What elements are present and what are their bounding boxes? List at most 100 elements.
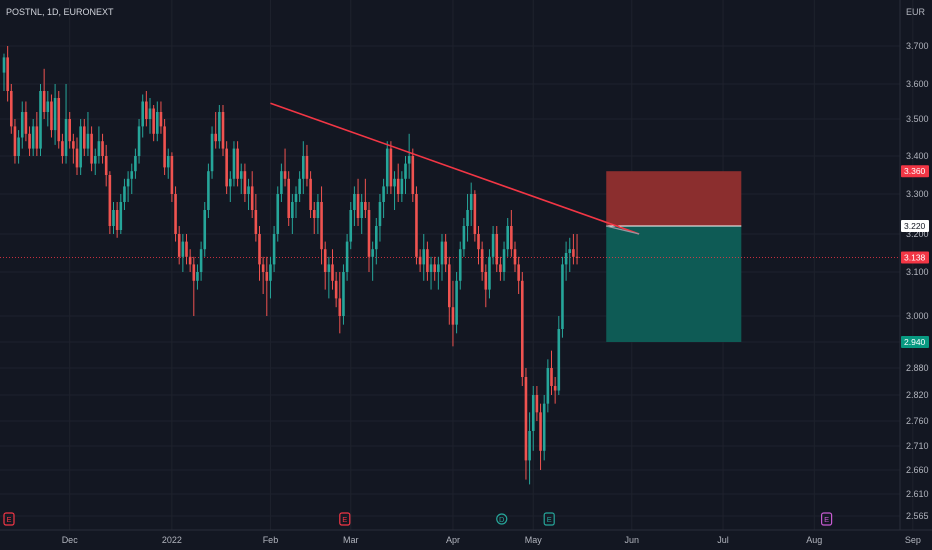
candle [2, 53, 6, 91]
candle [159, 101, 163, 134]
candle-body [418, 256, 422, 265]
candle [225, 141, 228, 194]
candle-body [294, 194, 298, 202]
candle [400, 171, 404, 202]
candle [287, 171, 290, 226]
candle-body [429, 264, 433, 272]
price-tick-label: 3.600 [906, 79, 929, 89]
dividend-event-icon: D [496, 513, 508, 525]
candle [6, 46, 9, 102]
candle [13, 119, 17, 164]
candle [561, 256, 564, 338]
candle-body [35, 126, 39, 149]
candle [218, 105, 221, 149]
candle-body [130, 171, 134, 179]
candle [141, 94, 144, 138]
time-axis[interactable]: Dec 2022 Feb Mar Apr May Jun Jul Aug Sep [62, 535, 921, 545]
earnings-event-icon: E [543, 512, 555, 526]
candle-body [539, 412, 542, 451]
candle-body [334, 280, 338, 299]
candle [353, 186, 356, 226]
resistance-trendline[interactable] [270, 102, 640, 235]
time-tick-label: May [525, 535, 543, 545]
candle-body [495, 234, 499, 265]
candle [302, 141, 305, 194]
candle [185, 234, 188, 265]
candle-body [163, 126, 166, 168]
candle-body [466, 210, 469, 226]
time-tick-label: Apr [446, 535, 460, 545]
candle-body [542, 403, 546, 451]
candle-body [6, 57, 9, 91]
price-tick-label: 3.400 [906, 151, 929, 161]
candle [115, 202, 119, 238]
candle-body [152, 108, 155, 134]
position-zones[interactable] [0, 171, 900, 342]
candle [491, 226, 495, 265]
candle-body [134, 156, 137, 172]
candle-body [166, 156, 170, 168]
candle-body [137, 126, 141, 156]
candle-body [61, 141, 64, 156]
candle-body [39, 91, 42, 149]
price-axis[interactable]: 3.700 3.600 3.500 3.400 3.300 3.200 3.100 3.000… [906, 41, 929, 521]
candle [170, 152, 174, 202]
candle [24, 101, 28, 142]
candle [433, 256, 436, 281]
candle [513, 241, 517, 272]
candle [50, 94, 53, 138]
time-tick-label: Feb [263, 535, 279, 545]
price-label-text: 2.940 [904, 337, 926, 347]
candle [126, 171, 130, 202]
candle-body [415, 194, 418, 257]
candle-body [42, 91, 46, 112]
candle-body [375, 226, 378, 250]
event-marker-letter: D [499, 515, 505, 524]
candle-body [50, 101, 53, 131]
candle [458, 241, 462, 290]
candle [422, 234, 426, 281]
stop-loss-zone[interactable] [606, 171, 742, 226]
candle-body [185, 241, 188, 257]
candle [323, 241, 327, 290]
drawings[interactable] [270, 102, 640, 235]
candle-body [535, 395, 539, 413]
candle [20, 101, 24, 149]
price-tick-label: 2.710 [906, 441, 929, 451]
candle-body [90, 133, 93, 164]
entry-price-label: 3.220 [901, 220, 929, 232]
candle-body [232, 148, 236, 179]
candle-body [247, 186, 250, 194]
candle [166, 148, 170, 179]
candle [229, 171, 232, 202]
candle [192, 256, 196, 316]
candle-body [458, 249, 462, 281]
candle-body [28, 133, 31, 149]
candle [444, 234, 447, 272]
candle-body [404, 163, 407, 179]
candle-body [448, 264, 451, 308]
candle [269, 256, 272, 299]
candle [360, 194, 363, 234]
take-profit-zone[interactable] [606, 226, 742, 342]
candle [371, 241, 374, 281]
candle [239, 163, 243, 194]
candle-body [499, 264, 502, 272]
earnings-event-icon: E [820, 512, 833, 526]
candle-body [517, 264, 520, 281]
candle-body [356, 194, 360, 218]
trendline-extension[interactable] [606, 225, 640, 235]
candle [35, 112, 39, 156]
candle [119, 194, 123, 234]
candle [407, 133, 411, 179]
candle [163, 119, 166, 175]
candle-body [97, 141, 101, 156]
price-tick-label: 2.760 [906, 416, 929, 426]
candle [342, 264, 345, 325]
candle-body [546, 368, 550, 404]
price-labels: 3.360 3.220 3.138 2.940 [901, 165, 929, 348]
candle-body [287, 178, 290, 218]
price-label-text: 3.360 [904, 166, 926, 176]
